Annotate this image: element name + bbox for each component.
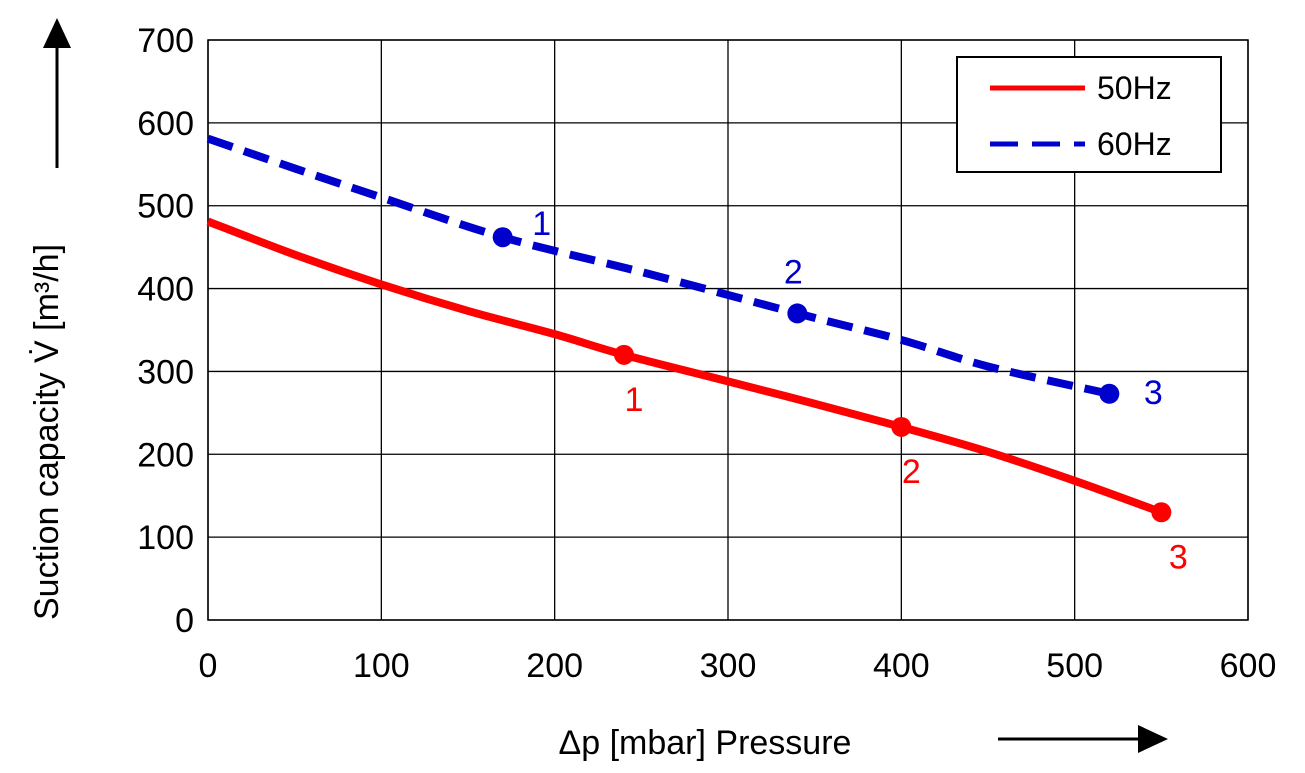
point-labels: 1 2 3 1 2 3 [532,205,1188,576]
plot-frame [207,39,1249,621]
series-line-50hz [206,217,1163,517]
x-axis-label: Δp [mbar] Pressure [559,724,852,762]
x-tick-label: 100 [353,647,410,685]
y-tick-label: 600 [137,105,194,143]
data-point-50hz [1151,502,1172,523]
data-point-label-60hz: 1 [532,205,551,243]
data-point-50hz [891,416,912,437]
y-tick-label: 100 [137,519,194,557]
y-tick-label: 700 [137,22,194,60]
data-point-60hz [787,303,808,324]
y-axis-arrow-head [43,18,71,48]
y-tick-label: 400 [137,271,194,309]
series-line-60hz [206,134,1111,398]
y-tick-label: 500 [137,188,194,226]
x-tick-label: 200 [526,647,583,685]
legend-box [956,56,1222,173]
x-axis-arrow-head [1138,725,1168,753]
data-point-50hz [614,344,634,365]
data-point-label-60hz: 2 [784,253,803,291]
data-point-label-50hz: 1 [625,381,644,419]
y-axis-title-group: Suction capacity V̇ [m³/h] [28,18,71,620]
y-tick-label: 200 [137,436,194,474]
x-axis-title-group: Δp [mbar] Pressure [559,724,1168,762]
x-tick-label: 600 [1220,647,1277,685]
y-axis-label: Suction capacity V̇ [m³/h] [28,244,66,620]
x-tick-label: 0 [199,647,218,685]
x-tick-label: 400 [873,647,930,685]
legend-label-60hz: 60Hz [1097,126,1172,162]
x-tick-label: 500 [1046,647,1103,685]
data-point-label-50hz: 3 [1169,538,1188,576]
data-point-label-50hz: 2 [902,453,921,491]
data-point-60hz [492,227,513,248]
legend: 50Hz 60Hz [956,56,1222,173]
legend-label-50hz: 50Hz [1097,70,1172,106]
data-point-label-60hz: 3 [1144,374,1163,412]
data-point-60hz [1099,383,1120,404]
x-tick-label: 300 [700,647,757,685]
axes: 0 100 200 300 400 500 600 0 100 200 300 400 500 600 70… [137,22,1276,685]
y-tick-label: 0 [175,602,194,640]
y-tick-label: 300 [137,353,194,391]
series [206,134,1172,523]
